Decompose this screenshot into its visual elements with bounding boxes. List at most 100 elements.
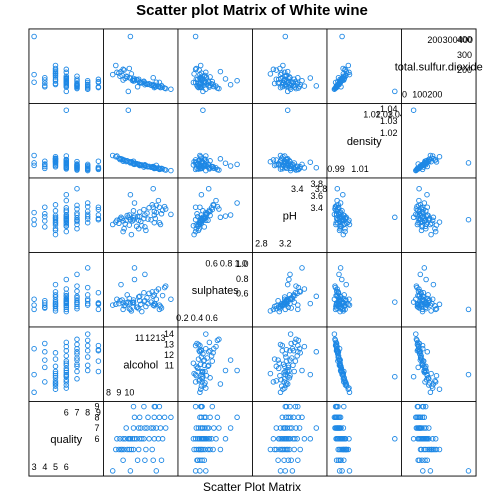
data-point <box>123 217 129 224</box>
data-point <box>279 342 286 349</box>
data-point <box>63 371 70 378</box>
data-point <box>227 212 234 218</box>
data-point <box>152 403 159 410</box>
data-point <box>52 164 59 170</box>
data-point <box>63 306 70 313</box>
panel-quality-vs-density <box>28 103 104 179</box>
data-point <box>209 358 216 364</box>
data-point <box>420 403 427 410</box>
data-point <box>52 370 59 377</box>
panel-quality-vs-sulphates <box>28 252 104 328</box>
panel-pH-vs-pH: pH2.8 3.23.4 3.83.43.63.8 <box>252 177 328 253</box>
data-point <box>197 84 204 90</box>
panel-quality-vs-tsd <box>28 28 104 104</box>
panel-sulphates-vs-quality <box>177 401 253 477</box>
diag-tick-side: 1.03 <box>380 116 398 126</box>
data-point <box>74 225 80 232</box>
data-point <box>210 446 216 453</box>
data-point <box>203 153 209 159</box>
data-point <box>234 414 240 421</box>
data-point <box>416 185 422 192</box>
data-point <box>52 308 59 314</box>
data-point <box>199 73 205 79</box>
data-point <box>416 457 423 463</box>
data-point <box>426 382 432 388</box>
data-point <box>292 164 299 170</box>
data-point <box>117 156 123 163</box>
data-point <box>291 368 297 375</box>
data-point <box>192 66 199 73</box>
data-point <box>291 446 297 453</box>
panel-tsd-vs-alcohol <box>401 326 477 402</box>
data-point <box>287 331 294 337</box>
data-point <box>275 297 281 304</box>
data-point <box>333 301 340 308</box>
data-point <box>192 436 199 442</box>
data-point <box>142 163 148 169</box>
data-point <box>74 288 80 294</box>
data-point <box>341 368 347 375</box>
data-point <box>307 371 314 378</box>
data-point <box>63 69 70 76</box>
data-point <box>433 305 440 312</box>
data-point <box>95 158 102 164</box>
data-point <box>432 157 439 163</box>
data-point <box>333 288 340 294</box>
data-point <box>42 224 48 230</box>
panel-tsd-vs-sulphates <box>401 252 477 328</box>
data-point <box>52 225 59 232</box>
data-point <box>190 162 197 168</box>
data-point <box>84 265 91 271</box>
data-point <box>157 303 164 310</box>
data-point <box>63 377 70 383</box>
data-point <box>150 425 156 431</box>
data-point <box>278 70 285 76</box>
data-point <box>198 383 205 389</box>
data-point <box>203 385 209 391</box>
data-point <box>217 381 224 387</box>
data-point <box>131 200 138 206</box>
data-point <box>74 76 80 82</box>
data-point <box>285 414 292 421</box>
diag-tick-lo: 200 <box>427 90 442 100</box>
data-point <box>335 358 341 364</box>
data-point <box>150 457 156 463</box>
data-point <box>227 163 234 169</box>
data-point <box>307 159 314 165</box>
data-point <box>424 349 431 355</box>
data-point <box>120 306 126 313</box>
data-point <box>161 284 168 291</box>
data-point <box>74 283 80 289</box>
data-point <box>84 86 91 92</box>
panel-pH-vs-quality <box>252 401 328 477</box>
data-point <box>161 203 168 210</box>
data-point <box>429 217 436 224</box>
data-point <box>206 339 213 346</box>
data-point <box>276 308 283 315</box>
data-point <box>31 371 37 378</box>
data-point <box>299 414 305 421</box>
diag-label-sulphates: sulphates <box>192 285 240 297</box>
data-point <box>426 425 432 431</box>
data-point <box>42 158 48 164</box>
data-point <box>299 161 305 168</box>
data-point <box>63 84 70 90</box>
diag-tick-side: 3.8 <box>310 179 323 189</box>
data-point <box>335 206 341 213</box>
data-point <box>151 82 158 89</box>
data-point <box>84 211 91 218</box>
data-point <box>42 204 48 210</box>
data-point <box>84 354 91 360</box>
data-point <box>297 446 303 453</box>
data-point <box>152 215 159 222</box>
diag-tick-lo: 0.2 <box>176 313 189 323</box>
data-point <box>202 368 208 375</box>
data-point <box>130 215 137 221</box>
data-point <box>195 341 202 348</box>
panel-density-vs-tsd <box>326 28 402 104</box>
data-point <box>63 207 70 213</box>
diag-label-pH: pH <box>283 210 297 222</box>
diag-tick-hi: 12 <box>145 333 155 343</box>
data-point <box>217 214 224 221</box>
